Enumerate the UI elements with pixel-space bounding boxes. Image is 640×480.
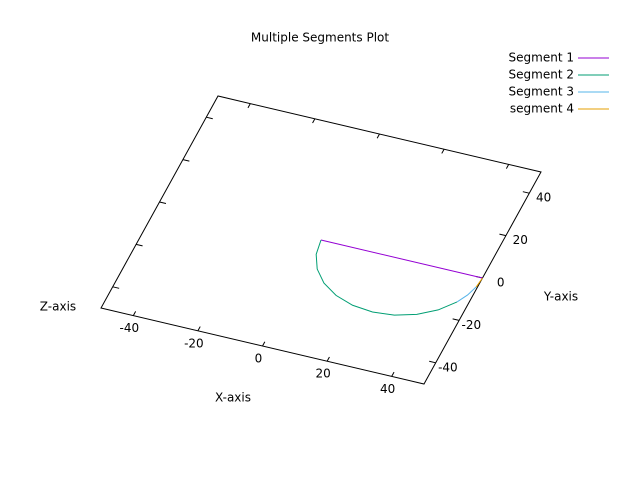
- y-tick: [206, 116, 213, 120]
- x-tick: [262, 341, 266, 347]
- axis-box: [100, 95, 542, 385]
- x-tick: [312, 118, 316, 124]
- chart-title: Multiple Segments Plot: [251, 31, 389, 45]
- x-tick-label: 0: [255, 352, 263, 366]
- data-line: [315, 239, 458, 316]
- x-tick: [247, 103, 251, 109]
- x-axis-label: X-axis: [215, 391, 251, 405]
- x-tick-label: 20: [315, 367, 330, 381]
- z-axis-label: Z-axis: [40, 300, 76, 314]
- y-tick-label: 20: [513, 233, 528, 247]
- x-tick-label: 40: [380, 382, 395, 396]
- x-tick: [391, 371, 395, 377]
- x-tick: [326, 356, 330, 362]
- x-tick: [132, 311, 137, 316]
- legend-label: Segment 3: [509, 85, 574, 99]
- y-tick-label: -40: [438, 360, 458, 374]
- legend-label: Segment 1: [509, 51, 574, 65]
- x-tick: [197, 326, 201, 332]
- y-tick: [452, 318, 460, 321]
- x-tick: [441, 148, 445, 154]
- legend-label: segment 4: [510, 102, 574, 116]
- data-line: [456, 286, 477, 303]
- y-tick: [182, 159, 190, 162]
- y-tick-label: -20: [461, 318, 481, 332]
- x-tick-label: -20: [184, 336, 204, 350]
- y-tick: [522, 191, 530, 194]
- x-tick: [505, 164, 510, 169]
- y-tick: [112, 286, 120, 289]
- legend-label: Segment 2: [509, 68, 574, 82]
- y-tick-label: 40: [536, 191, 551, 205]
- y-tick-label: 0: [497, 276, 505, 290]
- y-tick: [135, 243, 143, 247]
- data-line: [320, 239, 483, 279]
- y-axis-label: Y-axis: [543, 290, 578, 304]
- data-line: [475, 277, 483, 288]
- y-tick: [499, 233, 507, 237]
- x-tick-label: -40: [119, 321, 139, 335]
- y-tick: [159, 201, 167, 205]
- x-tick: [376, 133, 380, 139]
- y-tick: [429, 360, 436, 364]
